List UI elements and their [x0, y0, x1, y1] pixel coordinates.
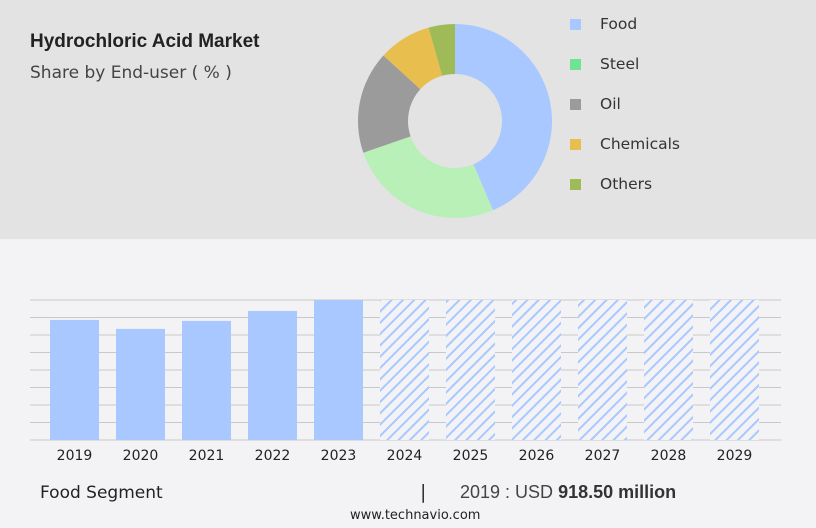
- page-subtitle: Share by End-user ( % ): [30, 63, 232, 83]
- legend-label: Others: [600, 175, 653, 193]
- separator: |: [420, 481, 427, 503]
- x-tick-label: 2023: [321, 448, 357, 464]
- page-title: Hydrochloric Acid Market: [30, 31, 260, 52]
- slice-others: [428, 24, 455, 76]
- bar-2021: [182, 320, 231, 440]
- x-tick-label: 2024: [387, 448, 423, 464]
- x-tick-label: 2022: [255, 448, 291, 464]
- bar-2019: [50, 319, 99, 440]
- legend-label: Chemicals: [600, 135, 680, 153]
- value-amount: 918.50 million: [558, 482, 677, 502]
- x-tick-label: 2019: [57, 448, 93, 464]
- slice-oil: [358, 55, 421, 153]
- legend-swatch: [570, 58, 581, 70]
- bar-2024: [380, 300, 429, 440]
- legend-swatch: [570, 18, 581, 30]
- segment-value: 2019 : USD 918.50 million: [460, 482, 676, 503]
- x-tick-label: 2029: [717, 448, 753, 464]
- legend-item-food: Food: [570, 4, 680, 44]
- bar-2020: [116, 328, 165, 440]
- legend-swatch: [570, 138, 581, 150]
- legend: Food Steel Oil Chemicals Others: [570, 4, 680, 204]
- legend-swatch: [570, 178, 581, 190]
- x-tick-label: 2026: [519, 448, 555, 464]
- bar-2029: [710, 300, 759, 440]
- value-prefix: 2019 : USD: [460, 482, 559, 502]
- segment-label: Food Segment: [40, 483, 163, 503]
- slice-food: [455, 24, 552, 211]
- legend-item-oil: Oil: [570, 84, 680, 124]
- x-tick-label: 2028: [651, 448, 687, 464]
- bar-2025: [446, 300, 495, 440]
- bar-2022: [248, 310, 297, 440]
- legend-item-steel: Steel: [570, 44, 680, 84]
- x-tick-label: 2027: [585, 448, 621, 464]
- legend-swatch: [570, 98, 581, 110]
- website-link[interactable]: www.technavio.com: [350, 508, 481, 523]
- bar-2027: [578, 300, 627, 440]
- legend-label: Food: [600, 15, 638, 33]
- x-tick-label: 2025: [453, 448, 489, 464]
- x-tick-label: 2020: [123, 448, 159, 464]
- slice-steel: [363, 136, 493, 218]
- legend-label: Oil: [600, 95, 621, 113]
- legend-item-chemicals: Chemicals: [570, 124, 680, 164]
- slice-chemicals: [383, 27, 443, 90]
- legend-item-others: Others: [570, 164, 680, 204]
- legend-label: Steel: [600, 55, 640, 73]
- x-tick-label: 2021: [189, 448, 225, 464]
- bar-2023: [314, 300, 363, 440]
- bar-2028: [644, 300, 693, 440]
- bar-2026: [512, 300, 561, 440]
